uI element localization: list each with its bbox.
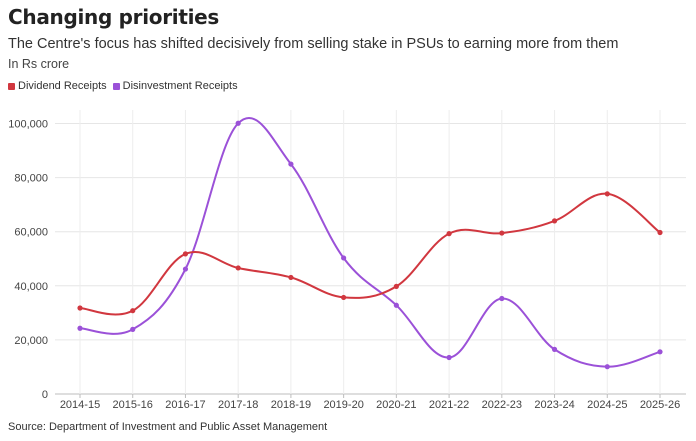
unit-note: In Rs crore — [8, 57, 70, 71]
x-tick-label: 2020-21 — [376, 399, 416, 411]
x-tick-label: 2016-17 — [165, 399, 205, 411]
data-point-disinvestment — [499, 295, 505, 302]
data-point-dividend — [499, 230, 505, 236]
legend-swatch-dividend — [8, 82, 15, 90]
data-point-disinvestment — [604, 364, 610, 370]
data-point-dividend — [604, 191, 610, 197]
data-point-dividend — [657, 229, 663, 236]
data-point-disinvestment — [288, 161, 294, 167]
legend-label-dividend: Dividend Receipts — [18, 80, 107, 92]
data-point-dividend — [130, 308, 136, 314]
y-tick-label: 40,000 — [14, 281, 48, 293]
legend: Dividend Receipts Disinvestment Receipts — [8, 80, 244, 92]
data-point-dividend — [446, 231, 452, 237]
legend-item-dividend: Dividend Receipts — [8, 80, 107, 92]
data-point-disinvestment — [551, 346, 558, 352]
x-tick-label: 2017-18 — [218, 399, 258, 411]
x-tick-label: 2015-16 — [113, 399, 153, 411]
data-point-disinvestment — [235, 120, 241, 126]
data-point-disinvestment — [446, 354, 452, 361]
data-point-disinvestment — [393, 302, 399, 308]
legend-label-disinvestment: Disinvestment Receipts — [122, 80, 238, 92]
legend-swatch-disinvestment — [112, 82, 120, 90]
x-tick-label: 2022-23 — [482, 399, 522, 411]
y-tick-label: 20,000 — [14, 335, 48, 347]
data-point-disinvestment — [657, 349, 663, 355]
chart-subtitle: The Centre's focus has shifted decisivel… — [8, 36, 619, 52]
data-point-dividend — [393, 283, 399, 289]
x-tick-label: 2018-19 — [271, 399, 311, 411]
series-line-disinvestment — [79, 116, 661, 368]
y-tick-label: 0 — [42, 389, 48, 401]
data-point-disinvestment — [182, 266, 189, 272]
data-point-dividend — [551, 218, 558, 224]
data-point-disinvestment — [77, 325, 83, 331]
x-tick-label: 2021-22 — [429, 399, 469, 411]
data-point-dividend — [182, 251, 189, 257]
y-tick-label: 60,000 — [14, 227, 48, 239]
y-tick-label: 80,000 — [14, 173, 48, 185]
chart-title: Changing priorities — [8, 5, 220, 29]
data-point-disinvestment — [341, 255, 347, 261]
data-point-dividend — [235, 265, 241, 271]
x-tick-label: 2019-20 — [323, 399, 363, 411]
source-note: Source: Department of Investment and Pub… — [8, 421, 328, 433]
y-tick-label: 100,000 — [8, 119, 48, 131]
series-line-dividend — [79, 192, 661, 316]
data-point-dividend — [288, 274, 294, 281]
x-tick-label: 2023-24 — [534, 399, 574, 411]
x-tick-label: 2024-25 — [587, 399, 627, 411]
legend-item-disinvestment: Disinvestment Receipts — [112, 80, 238, 92]
x-tick-label: 2014-15 — [60, 399, 100, 411]
data-point-disinvestment — [130, 326, 136, 332]
data-point-dividend — [77, 305, 83, 311]
data-point-dividend — [341, 294, 347, 301]
x-tick-label: 2025-26 — [640, 399, 680, 411]
